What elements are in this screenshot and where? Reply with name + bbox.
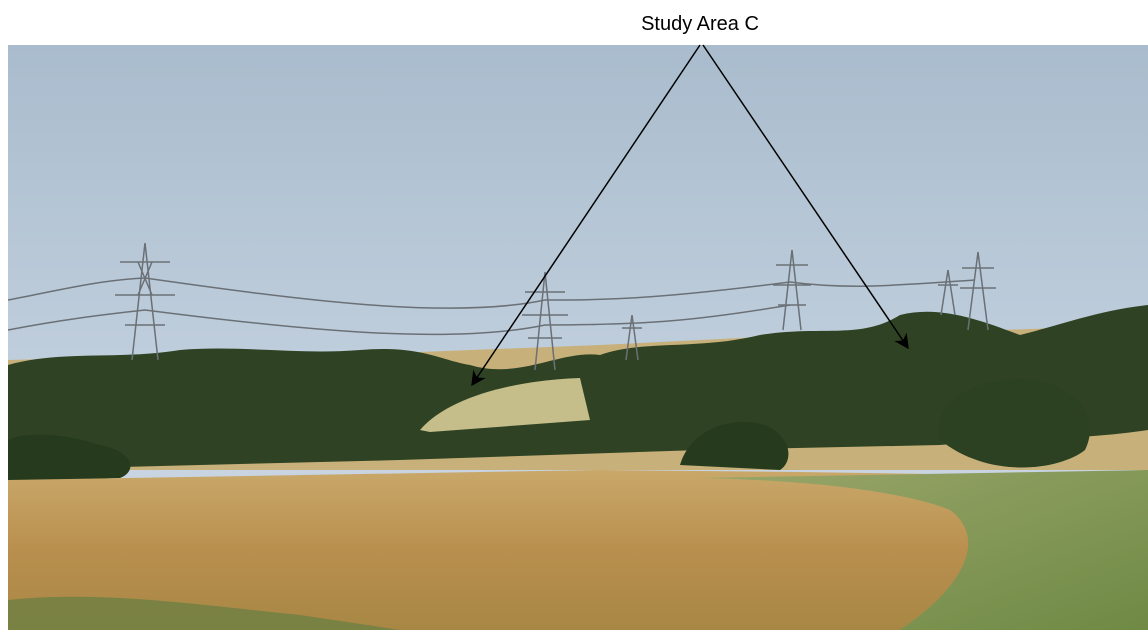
annotation-label: Study Area C [641,13,759,35]
pylon [622,314,642,361]
annotation-arrow [471,44,701,387]
pylon [115,242,175,361]
pylon [938,269,958,316]
annotation-arrow [702,44,909,350]
pylon [522,271,568,371]
pylon [960,251,996,331]
pylon [773,249,811,331]
photo [7,45,1148,630]
